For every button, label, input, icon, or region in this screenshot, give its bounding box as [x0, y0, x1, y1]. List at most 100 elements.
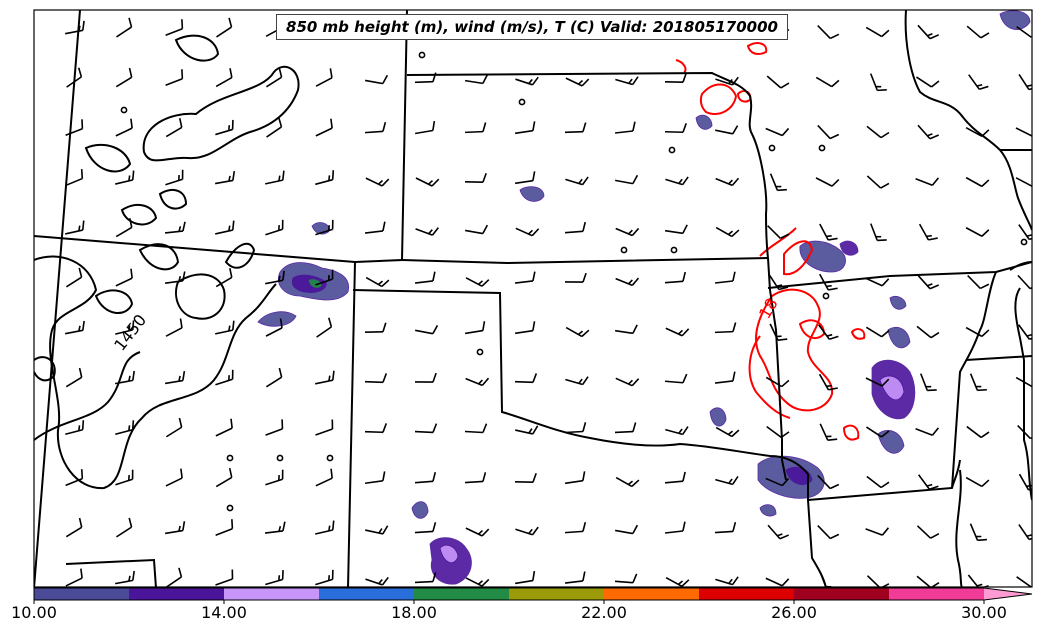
wind-barb: [364, 423, 388, 434]
wind-barb: [866, 426, 890, 438]
wind-barb: [65, 517, 83, 538]
colorbar-tick-label: 10.00: [11, 603, 57, 622]
wind-barb: [614, 573, 638, 584]
wind-barb: [514, 472, 537, 483]
wind-barb: [115, 118, 133, 137]
wind-barb: [465, 577, 490, 587]
wind-barb: [767, 524, 789, 540]
height-contour: [84, 143, 132, 173]
wind-barb: [115, 570, 135, 585]
wind-barb: [966, 25, 990, 39]
temperature-contour: [699, 83, 738, 115]
wind-barb: [315, 170, 335, 186]
wind-barb: [664, 123, 687, 134]
wind-barb: [916, 525, 940, 539]
calm-wind-circle: [418, 51, 426, 59]
shade-blob: [257, 311, 297, 327]
wind-barb: [364, 221, 386, 234]
calm-wind-circle: [476, 348, 484, 356]
wind-barb: [665, 176, 689, 186]
wind-barb: [315, 468, 333, 487]
wind-barb: [65, 119, 84, 136]
wind-barb: [164, 371, 186, 385]
state-border: [1023, 360, 1032, 501]
wind-barb: [414, 72, 437, 84]
state-border: [1014, 287, 1025, 361]
calm-wind-circle: [120, 106, 128, 114]
wind-barb: [1015, 177, 1032, 187]
shade-blob: [519, 186, 545, 202]
wind-barb: [115, 268, 133, 287]
wind-barb: [515, 526, 539, 536]
colorbar-tick-label: 30.00: [961, 603, 1007, 622]
wind-barb: [967, 275, 990, 290]
wind-barb: [464, 74, 488, 85]
wind-barb: [515, 76, 539, 86]
wind-barb: [115, 67, 133, 88]
temperature-contour: [755, 288, 834, 412]
wind-barb: [664, 521, 686, 534]
wind-barb: [215, 467, 233, 488]
wind-barb: [768, 274, 789, 291]
wind-barb: [614, 324, 638, 335]
temperature-contour: [746, 42, 768, 55]
wind-barb: [866, 475, 890, 489]
wind-barb: [216, 17, 233, 38]
wind-barb: [365, 525, 389, 535]
wind-barb: [265, 318, 283, 337]
state-border: [347, 261, 356, 587]
wind-barb: [214, 170, 236, 185]
height-contour: [142, 65, 300, 162]
wind-barb: [916, 76, 940, 88]
wind-barb: [1018, 224, 1032, 241]
wind-barb: [819, 223, 838, 241]
wind-barb: [414, 121, 436, 135]
wind-barb: [614, 121, 636, 134]
wind-barb: [714, 522, 737, 534]
colorbar: [33, 587, 1033, 604]
wind-barb: [265, 270, 285, 285]
state-borders: [34, 10, 1032, 587]
wind-barb: [514, 271, 536, 284]
calm-wind-circle: [620, 246, 628, 254]
wind-barb: [215, 418, 233, 437]
wind-barb: [968, 74, 989, 91]
wind-barb: [920, 373, 937, 392]
shade-blob: [695, 114, 713, 130]
wind-barb: [915, 427, 940, 436]
wind-barb: [215, 320, 235, 335]
colorbar-segment: [604, 588, 700, 600]
wind-barb: [614, 422, 637, 434]
wind-barb: [315, 68, 333, 87]
wind-barb: [765, 477, 790, 487]
wind-barb: [165, 468, 183, 487]
wind-barb: [819, 273, 838, 291]
height-contour: [174, 34, 220, 62]
shade-blob: [999, 10, 1031, 30]
wind-barb: [769, 173, 787, 192]
map-frame: [33, 9, 1033, 588]
calm-wind-circle: [518, 98, 526, 106]
wind-barb: [665, 576, 690, 587]
wind-barb: [664, 471, 686, 484]
calm-wind-circle: [768, 144, 776, 152]
wind-barb: [865, 527, 890, 536]
wind-barb: [564, 471, 586, 485]
wind-barb: [364, 74, 389, 85]
wind-barb: [514, 571, 536, 585]
wind-barb: [116, 517, 133, 538]
colorbar-segment: [699, 588, 795, 600]
wind-barb: [265, 67, 283, 88]
wind-barb: [965, 176, 990, 188]
wind-barb: [215, 119, 234, 136]
wind-barb: [818, 373, 838, 391]
wind-barb: [465, 377, 490, 387]
wind-barb: [164, 221, 186, 234]
wind-barb: [615, 277, 640, 287]
wind-barb: [66, 67, 83, 88]
wind-barb: [116, 17, 133, 38]
wind-barb: [766, 75, 790, 89]
wind-barb: [364, 471, 386, 485]
wind-barb: [315, 569, 334, 586]
height-contour: [120, 203, 158, 226]
